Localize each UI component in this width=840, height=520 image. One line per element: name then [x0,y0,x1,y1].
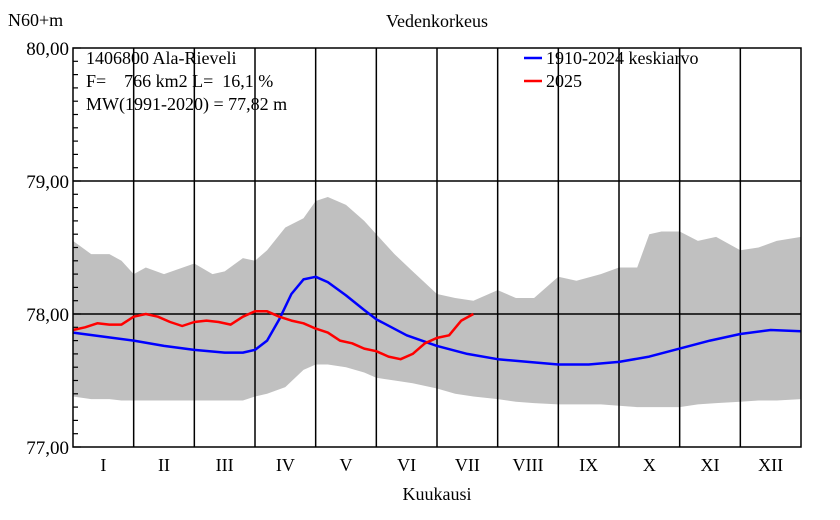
y-tick-label: 77,00 [26,438,69,459]
legend-label-2025: 2025 [546,71,582,91]
x-tick-label: V [340,455,353,475]
grid-layer [73,48,801,447]
series-line-2025 [72,310,474,361]
chart-title: Vedenkorkeus [386,11,488,31]
y-axis-label: N60+m [8,10,63,30]
series-layer [72,275,802,366]
legend: 1910-2024 keskiarvo 2025 [524,48,698,91]
y-tick-layer: 77,00 78,00 79,00 80,00 [26,39,81,459]
x-tick-label: I [100,455,106,475]
station-area-info: F= 766 km2 L= 16,1 % [86,71,273,91]
station-name: 1406800 Ala-Rieveli [86,48,236,68]
x-tick-label: XI [701,455,720,475]
x-tick-label-layer: I II III IV V VI VII VIII IX X XI XII [100,455,783,475]
x-tick-label: III [216,455,234,475]
x-tick-label: VIII [513,455,544,475]
x-axis-label: Kuukausi [403,484,472,504]
x-tick-label: IX [579,455,598,475]
x-tick-label: X [643,455,656,475]
y-tick-label: 80,00 [26,39,69,60]
y-tick-label: 79,00 [26,172,69,193]
legend-label-mean: 1910-2024 keskiarvo [546,48,698,68]
x-tick-label: IV [276,455,295,475]
x-tick-label: II [158,455,170,475]
series-line-mean [72,275,802,366]
station-mean-level: MW(1991-2020) = 77,82 m [86,94,287,115]
x-tick-label: VII [455,455,480,475]
x-tick-label: VI [397,455,416,475]
y-tick-label: 78,00 [26,305,69,326]
x-tick-label: XII [758,455,783,475]
